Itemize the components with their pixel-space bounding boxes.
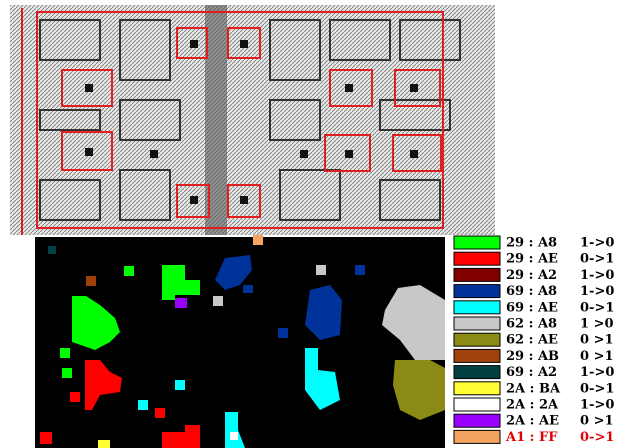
legend-swatch: [454, 268, 500, 281]
legend-swatch: [454, 414, 500, 427]
legend-label: 2A : AE: [506, 414, 559, 429]
layout-image: [10, 5, 495, 235]
legend-transition: 1 >0: [580, 317, 614, 332]
figure: 29 : A8 1->0 29 : AE 0->1 29 : A2 1->0 69 : A8…: [0, 0, 636, 448]
legend-swatch: [454, 333, 500, 346]
legend-swatch: [454, 430, 500, 443]
legend-swatch: [454, 236, 500, 249]
legend-swatch: [454, 301, 500, 314]
legend-label: 2A : 2A: [506, 398, 559, 413]
legend-transition: 0 >1: [580, 414, 614, 429]
legend-swatch: [454, 382, 500, 395]
legend-label: 29 : AE: [506, 252, 558, 267]
legend-swatch: [454, 285, 500, 298]
fault-map: [35, 235, 445, 448]
legend-label: 69 : AE: [506, 300, 558, 315]
legend-transition: 0->1: [580, 381, 614, 396]
legend-transition: 0->1: [580, 252, 614, 267]
legend-transition: 1->0: [580, 268, 614, 283]
legend-swatch: [454, 317, 500, 330]
legend-transition: 0 >1: [580, 349, 614, 364]
legend-transition: 0->1: [580, 430, 614, 445]
legend-swatch: [454, 398, 500, 411]
legend-swatch: [454, 349, 500, 362]
legend-transition: 1->0: [580, 236, 614, 251]
legend-transition: 1->0: [580, 365, 614, 380]
legend-transition: 1->0: [580, 398, 614, 413]
legend-transition: 0 >1: [580, 333, 614, 348]
legend-label: A1 : FF: [505, 430, 558, 445]
legend-label: 69 : A8: [506, 284, 557, 299]
legend-label: 2A : BA: [506, 381, 561, 396]
legend-label: 29 : AB: [506, 349, 559, 364]
legend-transition: 0->1: [580, 300, 614, 315]
legend-swatch: [454, 366, 500, 379]
legend-label: 62 : AE: [506, 333, 558, 348]
legend-transition: 1->0: [580, 284, 614, 299]
legend-label: 69 : A2: [506, 365, 557, 380]
legend-label: 29 : A8: [506, 236, 557, 251]
legend: 29 : A8 1->0 29 : AE 0->1 29 : A2 1->0 69 : A8…: [454, 236, 614, 445]
legend-label: 29 : A2: [506, 268, 557, 283]
legend-swatch: [454, 252, 500, 265]
legend-label: 62 : A8: [506, 317, 557, 332]
